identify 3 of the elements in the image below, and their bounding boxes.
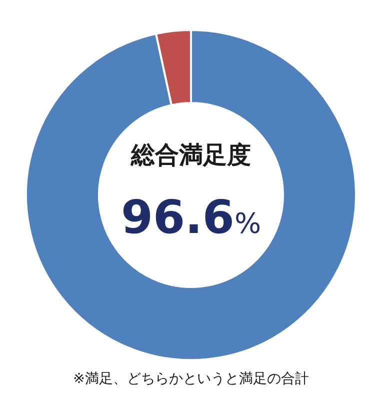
- text: ※満足、どちらかというと満足の合計: [73, 371, 309, 387]
- text: 総合満足度: [130, 141, 251, 169]
- data-label: 96.6%: [120, 190, 262, 244]
